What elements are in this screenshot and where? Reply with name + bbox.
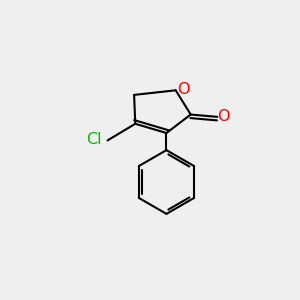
Text: O: O bbox=[177, 82, 189, 97]
Text: Cl: Cl bbox=[86, 132, 102, 147]
Text: O: O bbox=[218, 109, 230, 124]
